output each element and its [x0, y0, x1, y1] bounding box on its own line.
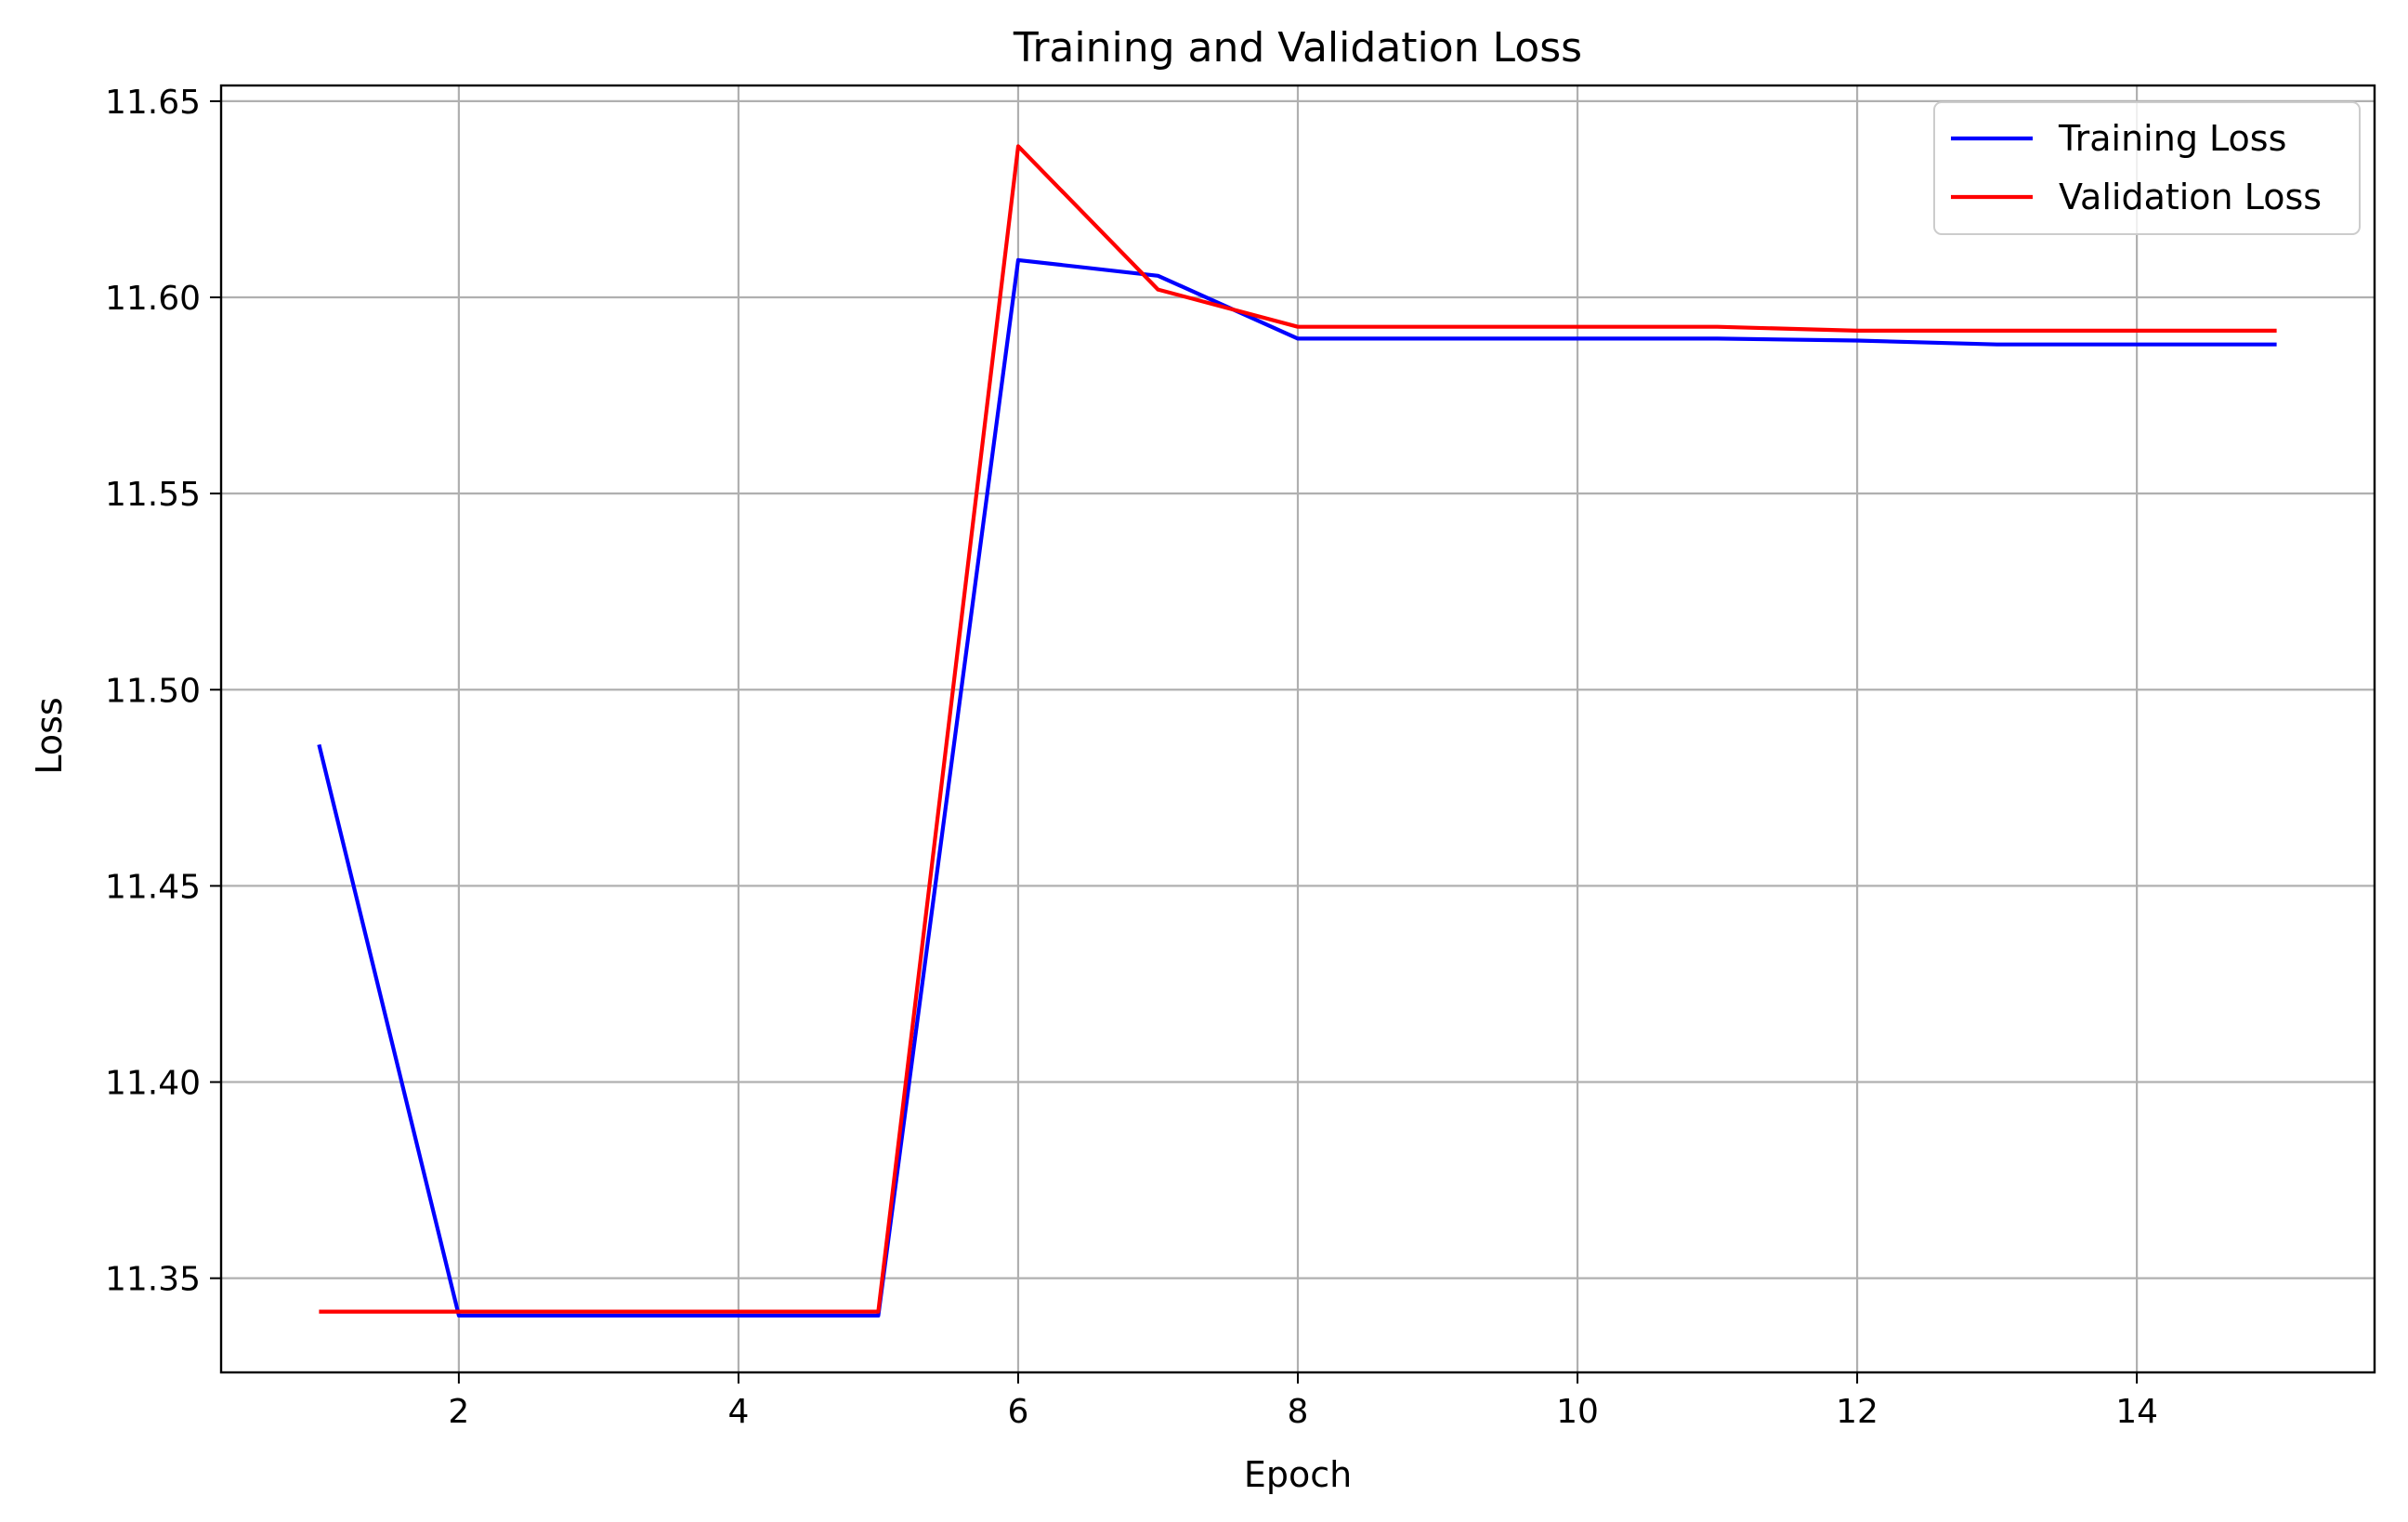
legend-label-training-loss: Training Loss	[2058, 118, 2286, 159]
x-axis-label: Epoch	[1244, 1454, 1352, 1495]
x-tick-label: 2	[448, 1393, 469, 1431]
series-line-training-loss	[317, 257, 2277, 1318]
series-line-validation-loss	[319, 144, 2277, 1314]
x-tick-label: 12	[1836, 1393, 1878, 1431]
x-tick-label: 14	[2115, 1393, 2158, 1431]
x-tick-label: 6	[1008, 1393, 1029, 1431]
x-axis: 2 4 6 8 10 12 14	[448, 1372, 2158, 1431]
y-axis-label: Loss	[29, 697, 70, 774]
chart-title: Training and Validation Loss	[1013, 24, 1582, 72]
y-tick-label: 11.35	[105, 1261, 201, 1299]
y-tick-label: 11.50	[105, 672, 201, 710]
legend: Training Loss Validation Loss	[1933, 101, 2361, 235]
legend-label-validation-loss: Validation Loss	[2059, 177, 2322, 217]
y-tick-label: 11.45	[105, 868, 201, 906]
y-tick-label: 11.40	[105, 1065, 201, 1103]
y-tick-label: 11.65	[105, 84, 201, 122]
legend-box	[1933, 101, 2361, 235]
x-tick-label: 8	[1288, 1393, 1309, 1431]
y-tick-label: 11.55	[105, 476, 201, 514]
x-tick-label: 10	[1556, 1393, 1599, 1431]
y-tick-label: 11.60	[105, 280, 201, 318]
grid	[221, 85, 2375, 1372]
series-group	[317, 144, 2277, 1318]
x-tick-label: 4	[727, 1393, 749, 1431]
y-axis: 11.35 11.40 11.45 11.50 11.55 11.60 11.65	[105, 84, 221, 1299]
